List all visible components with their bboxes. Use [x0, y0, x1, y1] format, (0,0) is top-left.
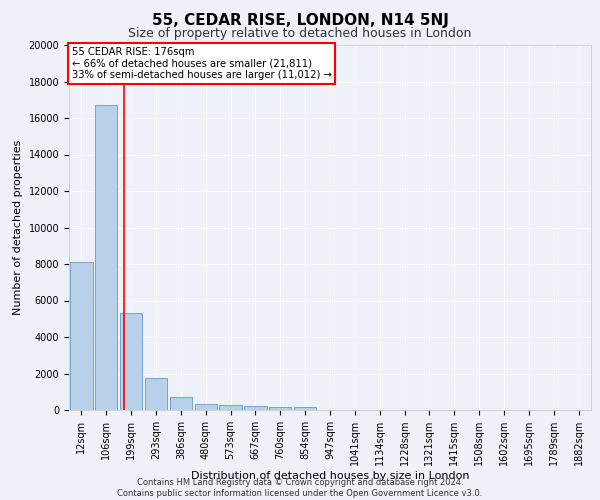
Bar	[294, 407, 316, 410]
Bar	[194, 404, 217, 410]
Bar	[70, 262, 92, 410]
Bar	[269, 407, 292, 410]
Bar	[120, 314, 142, 410]
Bar	[95, 105, 118, 410]
Bar	[244, 406, 266, 410]
Y-axis label: Number of detached properties: Number of detached properties	[13, 140, 23, 315]
X-axis label: Distribution of detached houses by size in London: Distribution of detached houses by size …	[191, 471, 469, 481]
Text: 55, CEDAR RISE, LONDON, N14 5NJ: 55, CEDAR RISE, LONDON, N14 5NJ	[152, 12, 448, 28]
Bar	[145, 378, 167, 410]
Text: Contains HM Land Registry data © Crown copyright and database right 2024.
Contai: Contains HM Land Registry data © Crown c…	[118, 478, 482, 498]
Bar	[170, 397, 192, 410]
Bar	[220, 406, 242, 410]
Text: 55 CEDAR RISE: 176sqm
← 66% of detached houses are smaller (21,811)
33% of semi-: 55 CEDAR RISE: 176sqm ← 66% of detached …	[71, 47, 331, 80]
Text: Size of property relative to detached houses in London: Size of property relative to detached ho…	[128, 28, 472, 40]
